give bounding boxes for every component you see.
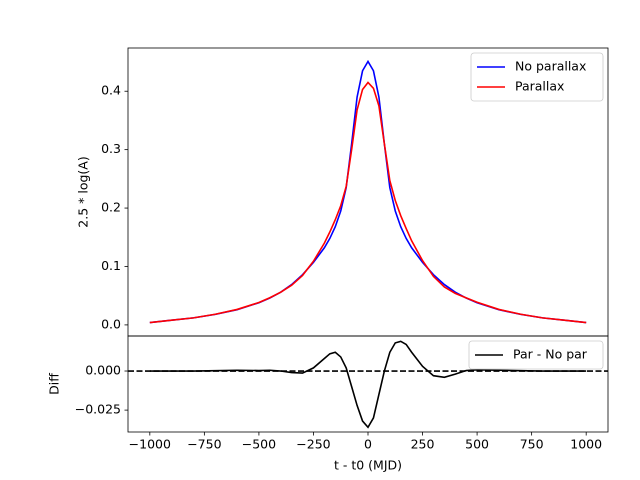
y-tick-label: 0.3 [101,141,121,156]
y-tick-label: 0.0 [101,316,121,331]
x-tick-label: −750 [187,437,221,452]
legend-box [468,340,604,370]
axes-frame [127,335,609,433]
y-tick-label: 0.000 [85,363,121,378]
y-tick-label: 0.4 [101,83,121,98]
data-line [149,81,587,324]
x-tick-label: −1000 [129,437,171,452]
y-tick-label: 0.2 [101,200,121,215]
legend-label: Par - No par [513,347,588,362]
x-axis-label: t - t0 (MJD) [334,458,402,473]
y-tick-label: 0.1 [101,258,121,273]
x-tick-label: −500 [242,437,276,452]
x-tick-label: 750 [520,437,544,452]
y-axis-label: 2.5 * log(A) [76,156,91,227]
y-tick-label: −0.025 [75,402,121,417]
data-line [149,340,587,429]
x-tick-label: 1000 [570,437,602,452]
x-tick-label: 0 [364,437,372,452]
legend-box [470,52,604,102]
x-tick-label: 500 [465,437,489,452]
x-tick-label: 250 [411,437,435,452]
y-axis-label: Diff [47,373,62,395]
legend-label: Parallax [515,79,564,94]
legend-label: No parallax [515,59,586,74]
x-tick-label: −250 [296,437,330,452]
